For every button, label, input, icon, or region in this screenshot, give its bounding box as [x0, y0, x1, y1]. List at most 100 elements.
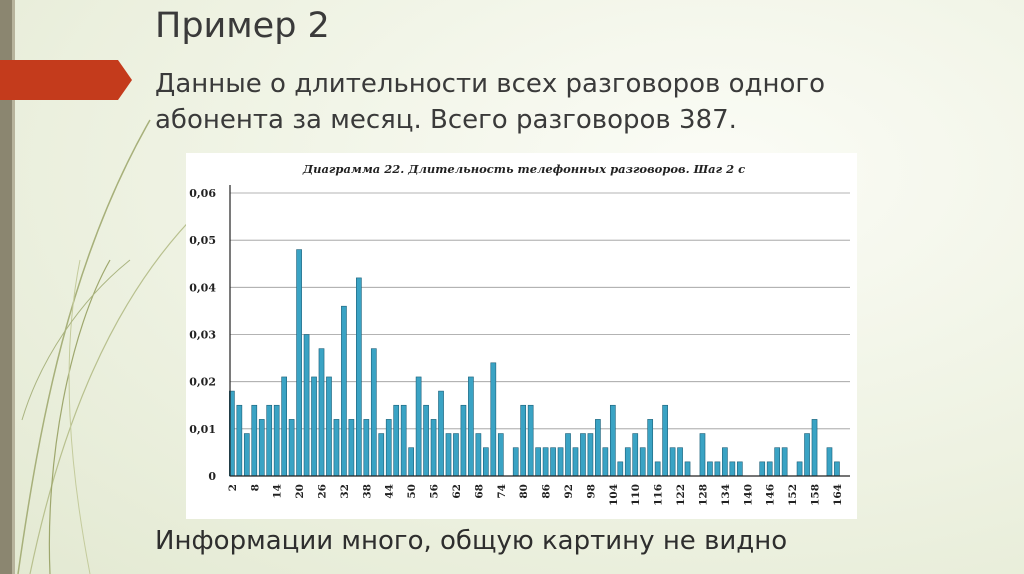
x-tick-label: 104: [608, 484, 620, 506]
bar: [281, 376, 287, 477]
bar: [669, 447, 676, 477]
x-tick-label: 8: [249, 484, 261, 491]
decorative-curves: [17, 119, 200, 574]
x-tick-label: 116: [653, 484, 665, 506]
bar: [542, 447, 549, 477]
bar: [475, 433, 482, 477]
bar: [430, 419, 437, 477]
bar: [273, 404, 280, 477]
x-tick-label: 122: [675, 484, 687, 506]
bar: [445, 433, 452, 477]
x-tick-label: 134: [720, 484, 732, 506]
bar: [468, 376, 474, 477]
bar: [520, 404, 527, 477]
bar: [370, 348, 377, 477]
x-tick-label: 80: [518, 484, 530, 499]
bar: [550, 447, 556, 477]
bar: [729, 461, 736, 477]
bar: [609, 404, 616, 477]
bar: [408, 447, 414, 477]
bar: [766, 461, 773, 477]
left-accent-bar: [0, 0, 12, 574]
bar: [699, 433, 706, 477]
bar: [736, 461, 743, 477]
bar: [632, 433, 639, 477]
bar: [602, 447, 609, 477]
x-tick-label: 110: [630, 484, 642, 506]
x-tick-label: 50: [406, 484, 418, 499]
bar: [759, 461, 766, 477]
bar: [722, 447, 728, 477]
bar: [781, 447, 788, 477]
bar: [677, 447, 683, 477]
bar: [774, 447, 781, 477]
bar: [804, 433, 810, 477]
slide-title: Пример 2: [155, 6, 330, 46]
bar: [565, 433, 571, 477]
bar: [654, 461, 661, 477]
bar: [251, 404, 258, 477]
bar: [707, 461, 713, 477]
y-tick-label: 0,05: [189, 234, 216, 247]
bar: [311, 376, 317, 477]
bar: [258, 419, 265, 477]
bar: [595, 419, 601, 477]
left-accent-stripe: [12, 0, 15, 574]
bar: [639, 447, 646, 477]
bar: [296, 249, 302, 477]
x-tick-label: 98: [585, 484, 597, 499]
bar-chart: Диаграмма 22. Длительность телефонных ра…: [189, 162, 850, 506]
bar: [624, 447, 631, 477]
x-tick-label: 86: [541, 484, 553, 499]
x-tick-label: 26: [317, 484, 329, 499]
bar: [512, 447, 519, 477]
bar: [333, 419, 340, 477]
x-tick-label: 62: [451, 484, 463, 499]
x-tick-label: 140: [742, 484, 754, 506]
bar: [796, 461, 803, 477]
y-tick-label: 0,04: [189, 281, 216, 294]
bar: [378, 433, 385, 477]
bar: [393, 404, 400, 477]
bar: [714, 461, 721, 477]
x-tick-label: 146: [765, 484, 777, 506]
bar: [483, 447, 489, 477]
slide-subtitle: Данные о длительности всех разговоров од…: [155, 69, 825, 135]
bar: [460, 404, 467, 477]
bar: [826, 447, 833, 477]
y-tick-label: 0,02: [189, 376, 216, 389]
bar: [326, 376, 332, 477]
chart-title: Диаграмма 22. Длительность телефонных ра…: [302, 162, 745, 176]
x-tick-label: 32: [339, 484, 351, 499]
bar: [348, 419, 355, 477]
bar: [341, 305, 347, 477]
x-tick-label: 164: [832, 484, 844, 506]
bar: [535, 447, 541, 477]
bar: [497, 433, 504, 477]
x-tick-label: 68: [473, 484, 485, 499]
x-tick-label: 74: [496, 484, 508, 499]
bar: [363, 419, 370, 477]
bar: [647, 419, 654, 477]
bar: [527, 404, 534, 477]
y-tick-label: 0: [208, 470, 216, 483]
x-tick-label: 20: [294, 484, 306, 499]
bar: [236, 404, 243, 477]
slide-footer: Информации много, общую картину не видно: [155, 526, 788, 556]
bar: [617, 461, 624, 477]
bar: [423, 404, 429, 477]
x-tick-label: 128: [697, 484, 709, 506]
x-tick-label: 158: [810, 484, 822, 506]
bar: [438, 390, 444, 477]
bar: [490, 362, 497, 477]
bar: [557, 447, 564, 477]
bar: [243, 433, 250, 477]
bar: [400, 404, 407, 477]
bar: [303, 334, 310, 477]
y-tick-label: 0,03: [189, 329, 216, 342]
bar: [587, 433, 594, 477]
bar: [580, 433, 586, 477]
x-tick-label: 92: [563, 484, 575, 499]
y-tick-label: 0,06: [189, 187, 216, 200]
x-tick-label: 152: [787, 484, 799, 506]
